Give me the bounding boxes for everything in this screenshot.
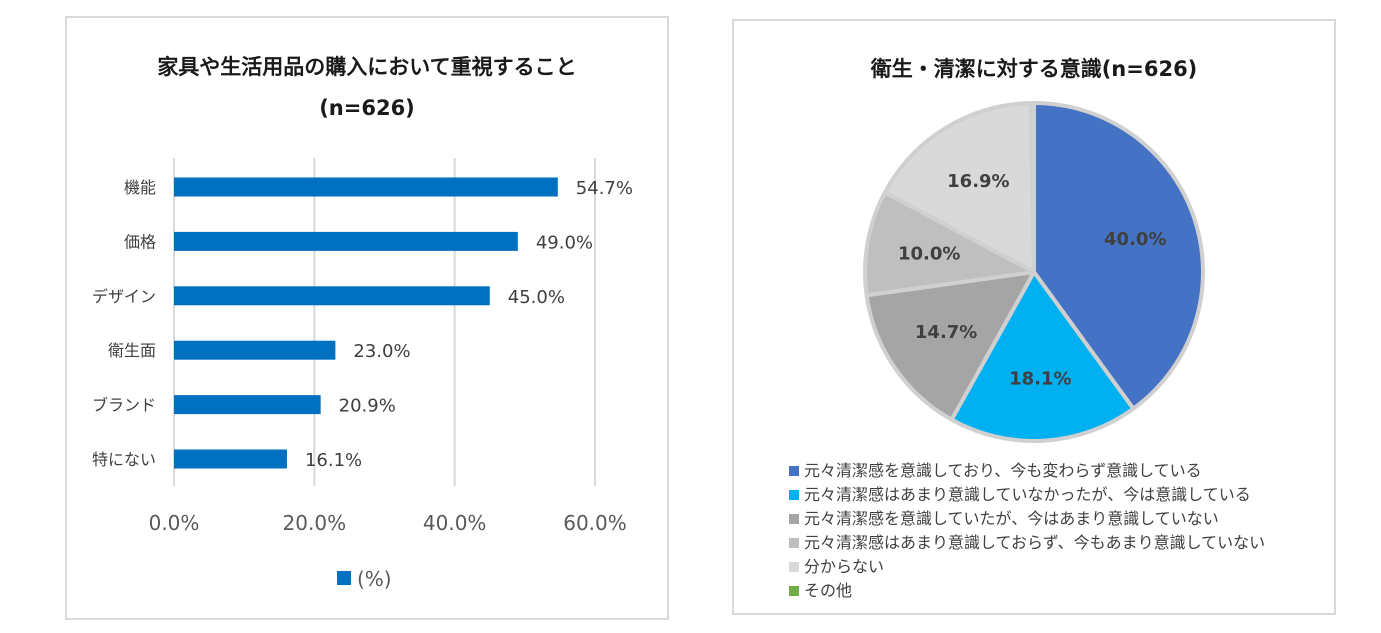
slice-label: 40.0% <box>1104 229 1166 250</box>
legend-label: その他 <box>804 581 852 600</box>
category-label: 価格 <box>124 232 156 251</box>
data-label: 49.0% <box>536 232 593 253</box>
legend-label: 元々清潔感はあまり意識しておらず、今もあまり意識していない <box>804 533 1265 552</box>
x-tick-label: 60.0% <box>563 511 627 535</box>
legend-item: 元々清潔感はあまり意識していなかったが、今は意識している <box>789 485 1251 504</box>
slice-label: 18.1% <box>1009 368 1071 389</box>
bar <box>174 395 321 415</box>
data-label: 16.1% <box>305 450 362 471</box>
legend-swatch <box>789 466 799 476</box>
pie-slice <box>1032 101 1205 411</box>
legend-swatch <box>789 562 799 572</box>
bar <box>174 340 336 360</box>
slice-label: 16.9% <box>947 171 1009 192</box>
pie-slice <box>864 270 1036 422</box>
bar-chart-title: 家具や生活用品の購入において重視すること <box>157 55 576 79</box>
bar-chart: 家具や生活用品の購入において重視すること (n=626) 機能価格デザイン衛生面… <box>92 55 633 591</box>
x-tick-label: 0.0% <box>149 511 200 535</box>
bar-chart-subtitle: (n=626) <box>319 96 415 120</box>
legend-item: 分からない <box>789 557 884 576</box>
category-label: 特にない <box>92 450 156 469</box>
data-label: 54.7% <box>576 178 633 199</box>
bar-legend-label: (%) <box>357 567 392 591</box>
legend-item: 元々清潔感を意識しており、今も変わらず意識している <box>789 461 1202 480</box>
legend-swatch <box>789 538 799 548</box>
legend-item: 元々清潔感を意識していたが、今はあまり意識していない <box>789 509 1219 528</box>
bar-legend-swatch <box>337 571 351 585</box>
category-label: デザイン <box>92 287 156 306</box>
pie-slice <box>949 270 1136 443</box>
pie-chart: 衛生・清潔に対する意識(n=626) 40.0% 18.1% 14.7% 10.0% 1… <box>789 57 1265 600</box>
x-tick-label: 20.0% <box>283 511 347 535</box>
legend-swatch <box>789 490 799 500</box>
legend-label: 元々清潔感を意識しており、今も変わらず意識している <box>804 461 1202 480</box>
category-label: ブランド <box>92 396 156 415</box>
x-tick-label: 40.0% <box>423 511 487 535</box>
bar <box>174 286 490 306</box>
legend-item: その他 <box>789 581 852 600</box>
pie-slice <box>863 190 1036 298</box>
legend-label: 分からない <box>804 557 884 576</box>
bar-chart-panel: 家具や生活用品の購入において重視すること (n=626) 機能価格デザイン衛生面… <box>65 16 669 620</box>
legend-swatch <box>789 586 799 596</box>
slice-label: 14.7% <box>915 322 977 343</box>
pie-slice <box>882 101 1036 274</box>
legend-label: 元々清潔感はあまり意識していなかったが、今は意識している <box>804 485 1251 504</box>
legend-item: 元々清潔感はあまり意識しておらず、今もあまり意識していない <box>789 533 1265 552</box>
bar <box>174 231 518 251</box>
legend-swatch <box>789 514 799 524</box>
pie-slice <box>1028 101 1036 274</box>
legend-label: 元々清潔感を意識していたが、今はあまり意識していない <box>804 509 1219 528</box>
category-label: 機能 <box>124 178 156 197</box>
bar <box>174 449 287 469</box>
data-label: 23.0% <box>353 341 410 362</box>
pie-chart-panel: 衛生・清潔に対する意識(n=626) 40.0% 18.1% 14.7% 10.0% 1… <box>732 19 1336 615</box>
category-label: 衛生面 <box>108 341 156 360</box>
data-label: 45.0% <box>508 287 565 308</box>
pie-chart-title: 衛生・清潔に対する意識(n=626) <box>870 57 1198 81</box>
bar <box>174 177 558 197</box>
data-label: 20.9% <box>339 396 396 417</box>
slice-label: 10.0% <box>898 243 960 264</box>
